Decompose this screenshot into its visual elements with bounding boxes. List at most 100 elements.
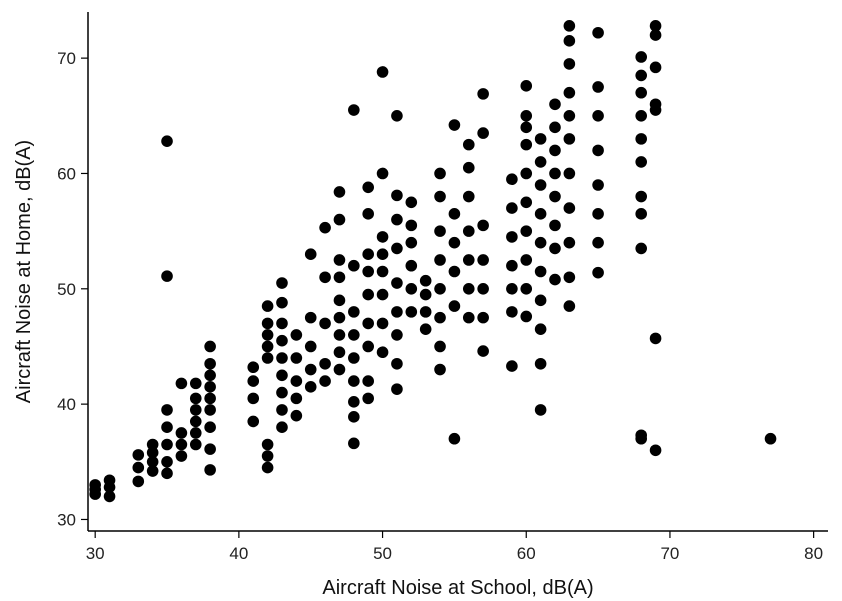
data-point xyxy=(348,306,360,318)
data-point xyxy=(391,357,403,370)
data-point xyxy=(132,475,145,488)
data-point xyxy=(635,208,648,220)
data-point xyxy=(362,288,374,301)
data-point xyxy=(290,329,303,341)
data-point xyxy=(304,311,317,324)
data-point xyxy=(506,360,518,372)
data-point xyxy=(376,248,389,260)
data-point xyxy=(563,20,576,32)
data-point xyxy=(204,392,216,405)
data-point xyxy=(333,271,346,284)
data-point xyxy=(319,317,331,330)
data-point xyxy=(319,357,331,370)
data-point xyxy=(419,323,432,335)
data-point xyxy=(391,383,403,395)
data-point xyxy=(348,104,360,116)
data-point xyxy=(189,404,202,416)
data-point xyxy=(534,404,547,416)
data-point xyxy=(563,167,576,180)
data-point xyxy=(549,273,561,286)
data-point xyxy=(304,340,317,353)
data-point xyxy=(635,69,648,82)
data-point xyxy=(649,444,662,457)
data-point xyxy=(333,329,346,341)
data-point xyxy=(261,340,274,353)
data-point xyxy=(391,306,403,318)
x-tick-label: 60 xyxy=(517,544,536,563)
data-point xyxy=(563,271,576,284)
data-point xyxy=(563,35,576,47)
data-point xyxy=(477,345,489,357)
data-point xyxy=(276,386,288,399)
data-point xyxy=(434,254,446,266)
data-point xyxy=(434,311,446,324)
data-point xyxy=(204,381,216,393)
data-point xyxy=(161,438,173,451)
data-point xyxy=(247,415,260,428)
data-point xyxy=(549,144,561,157)
data-point xyxy=(132,449,145,461)
data-point xyxy=(563,110,576,122)
data-point xyxy=(261,329,274,341)
data-point xyxy=(204,421,216,434)
x-tick-label: 70 xyxy=(660,544,679,563)
data-point xyxy=(448,265,461,278)
data-point xyxy=(391,242,403,255)
data-point xyxy=(534,156,547,168)
y-ticks: 30 40 50 60 70 xyxy=(57,49,88,529)
data-point xyxy=(635,51,648,63)
data-point xyxy=(448,208,461,220)
data-point xyxy=(405,219,418,232)
data-point xyxy=(261,317,274,330)
data-point xyxy=(534,133,547,145)
data-point xyxy=(506,173,518,186)
data-point xyxy=(333,346,346,359)
data-point xyxy=(434,225,446,237)
data-point xyxy=(462,190,475,203)
data-point xyxy=(506,259,518,272)
data-point xyxy=(161,467,173,480)
data-point xyxy=(319,221,331,234)
data-point xyxy=(520,225,533,237)
data-point xyxy=(534,294,547,307)
data-point xyxy=(477,127,489,139)
data-point xyxy=(333,213,346,226)
data-point xyxy=(261,438,274,451)
data-point xyxy=(348,259,360,272)
data-point xyxy=(161,135,173,147)
data-point xyxy=(649,332,662,345)
data-point xyxy=(204,369,216,382)
data-point xyxy=(635,190,648,203)
data-point xyxy=(563,133,576,145)
data-point xyxy=(477,254,489,266)
data-point xyxy=(276,277,288,289)
data-point xyxy=(391,277,403,289)
data-point xyxy=(549,242,561,255)
data-point xyxy=(319,271,331,284)
data-point xyxy=(635,110,648,122)
data-point xyxy=(434,340,446,353)
data-point xyxy=(161,456,173,468)
data-point xyxy=(649,20,662,32)
y-tick-label: 60 xyxy=(57,164,76,183)
data-point xyxy=(247,375,260,387)
data-point xyxy=(462,225,475,237)
data-point xyxy=(434,363,446,376)
data-point xyxy=(391,189,403,202)
data-point xyxy=(204,357,216,370)
data-point xyxy=(146,438,159,451)
y-tick-label: 70 xyxy=(57,49,76,68)
data-point xyxy=(276,352,288,364)
data-point xyxy=(348,375,360,387)
data-point xyxy=(592,208,604,220)
data-point xyxy=(189,427,202,439)
data-point xyxy=(549,121,561,134)
data-point xyxy=(276,369,288,382)
data-point xyxy=(362,208,374,220)
data-point xyxy=(592,26,604,39)
data-point xyxy=(175,427,188,439)
data-point xyxy=(276,317,288,330)
data-point xyxy=(520,196,533,209)
data-point xyxy=(362,375,374,387)
data-point xyxy=(448,236,461,249)
